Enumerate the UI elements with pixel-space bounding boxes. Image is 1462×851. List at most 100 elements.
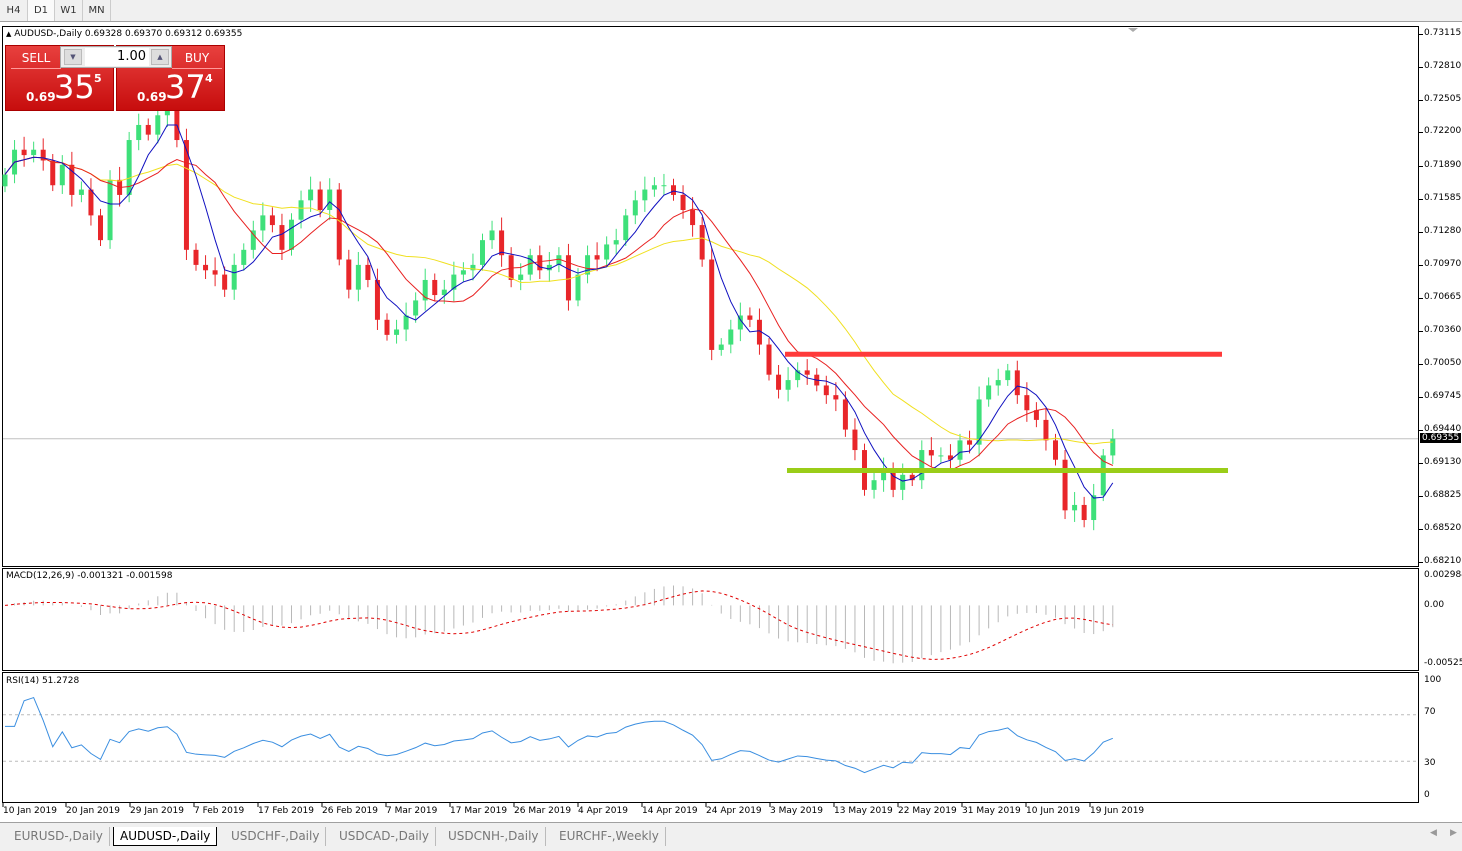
- timeframe-toolbar: H4 D1 W1 MN: [0, 0, 1462, 22]
- date-axis-label: 7 Feb 2019: [194, 806, 245, 816]
- bear-candle: [1033, 410, 1039, 420]
- timeframe-d1[interactable]: D1: [28, 0, 55, 21]
- rsi-line: [5, 696, 1113, 774]
- bull-candle: [1072, 504, 1078, 511]
- bull-candle: [355, 264, 361, 290]
- scroll-left-icon[interactable]: ◀: [1430, 828, 1437, 838]
- tab-usdcnh-daily[interactable]: USDCNH-,Daily: [442, 827, 546, 846]
- rsi-pane[interactable]: [2, 672, 1419, 803]
- bear-candle: [1024, 395, 1030, 411]
- date-axis-label: 20 Jan 2019: [66, 806, 120, 816]
- price-axis-label: 0.72810: [1424, 60, 1462, 71]
- date-axis-label: 13 May 2019: [834, 806, 893, 816]
- ma-mid-line: [4, 156, 1114, 472]
- price-axis-label: 0.68520: [1424, 522, 1462, 533]
- date-axis-label: 4 Apr 2019: [578, 806, 628, 816]
- bull-candle: [1100, 455, 1106, 496]
- bull-candle: [585, 255, 591, 275]
- bear-candle: [145, 124, 151, 135]
- date-axis-label: 10 Jun 2019: [1026, 806, 1081, 816]
- price-axis-tick: [1419, 264, 1423, 266]
- bull-candle: [919, 450, 925, 481]
- tab-eurchf-weekly[interactable]: EURCHF-,Weekly: [553, 827, 666, 846]
- bull-candle: [327, 189, 333, 210]
- bear-candle: [374, 279, 380, 320]
- bear-candle: [967, 440, 973, 445]
- bull-candle: [289, 219, 294, 250]
- bull-candle: [623, 215, 629, 241]
- bull-candle: [900, 474, 906, 490]
- bear-candle: [671, 185, 676, 195]
- tab-eurusd-daily[interactable]: EURUSD-,Daily: [8, 827, 110, 846]
- bull-candle: [1110, 438, 1116, 456]
- bull-candle: [2, 174, 8, 187]
- price-axis-label: 0.71585: [1424, 192, 1462, 203]
- price-axis-label: 0.71890: [1424, 159, 1462, 170]
- date-axis-label: 10 Jan 2019: [3, 806, 57, 816]
- bull-candle: [795, 370, 801, 381]
- bull-candle: [986, 385, 992, 400]
- macd-label: MACD(12,26,9) -0.001321 -0.001598: [6, 571, 173, 581]
- bear-candle: [699, 225, 705, 260]
- bull-candle: [250, 230, 256, 250]
- buy-price-pips: 37: [165, 68, 206, 106]
- decrease-lot-icon[interactable]: ▼: [64, 49, 82, 65]
- bull-candle: [260, 215, 266, 231]
- bear-candle: [680, 194, 686, 210]
- tab-audusd-daily[interactable]: AUDUSD-,Daily: [113, 827, 218, 846]
- bear-candle: [890, 470, 896, 490]
- scroll-right-icon[interactable]: ▶: [1450, 828, 1457, 838]
- timeframe-mn[interactable]: MN: [83, 0, 111, 21]
- bear-candle: [1062, 459, 1068, 511]
- bull-candle: [78, 189, 84, 195]
- rsi-label: RSI(14) 51.2728: [6, 676, 80, 686]
- bull-candle: [413, 300, 419, 316]
- price-axis-label: 0.70665: [1424, 291, 1462, 302]
- lot-size-input[interactable]: 1.00: [85, 48, 149, 66]
- bull-candle: [136, 124, 142, 141]
- bear-candle: [183, 140, 189, 250]
- collapse-triangle-icon[interactable]: ▲: [6, 30, 12, 38]
- bear-candle: [193, 249, 199, 265]
- macd-pane[interactable]: [2, 568, 1419, 671]
- tab-usdcad-daily[interactable]: USDCAD-,Daily: [333, 827, 436, 846]
- price-axis-tick: [1419, 429, 1423, 431]
- bear-candle: [384, 319, 390, 335]
- symbol-ohlc-label: AUDUSD-,Daily 0.69328 0.69370 0.69312 0.…: [14, 29, 243, 39]
- bull-candle: [298, 200, 304, 220]
- bear-candle: [1081, 504, 1087, 521]
- buy-price-prefix: 0.69: [137, 90, 167, 104]
- price-axis-tick: [1419, 99, 1423, 101]
- timeframe-w1[interactable]: W1: [55, 0, 83, 21]
- price-axis-label: 0.69440: [1424, 423, 1462, 434]
- sell-button[interactable]: SELL 0.69 35 5: [5, 45, 114, 111]
- price-axis-tick: [1419, 165, 1423, 167]
- chart-shift-marker-icon: [1128, 28, 1138, 32]
- increase-lot-icon[interactable]: ▲: [151, 49, 169, 65]
- bull-candle: [164, 109, 170, 116]
- sell-price-pips: 35: [54, 68, 95, 106]
- price-axis-tick: [1419, 562, 1423, 563]
- bull-candle: [642, 189, 648, 201]
- date-axis-label: 3 May 2019: [770, 806, 823, 816]
- bear-candle: [98, 215, 103, 241]
- bull-candle: [441, 289, 447, 296]
- tab-usdchf-daily[interactable]: USDCHF-,Daily: [225, 827, 327, 846]
- bull-candle: [881, 470, 887, 481]
- lot-size-stepper[interactable]: ▼ 1.00 ▲: [60, 46, 172, 68]
- date-axis-label: 29 Jan 2019: [130, 806, 184, 816]
- ma-fast-line: [4, 124, 1114, 499]
- bear-candle: [928, 450, 934, 456]
- buy-price-fraction: 4: [205, 72, 213, 85]
- timeframe-h4[interactable]: H4: [0, 0, 28, 21]
- bear-candle: [40, 149, 46, 161]
- bear-candle: [69, 164, 75, 195]
- bear-candle: [269, 215, 275, 226]
- bull-candle: [489, 230, 495, 241]
- bull-candle: [556, 255, 562, 265]
- bull-candle: [957, 440, 963, 460]
- bear-candle: [565, 255, 571, 301]
- bear-candle: [346, 259, 352, 290]
- bear-candle: [690, 210, 696, 226]
